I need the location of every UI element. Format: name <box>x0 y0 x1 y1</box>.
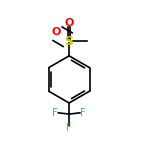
Text: O: O <box>64 18 74 28</box>
Text: F: F <box>80 108 86 118</box>
Text: S: S <box>65 35 74 48</box>
Text: F: F <box>52 108 58 118</box>
Text: F: F <box>66 123 72 133</box>
Text: O: O <box>51 27 61 37</box>
